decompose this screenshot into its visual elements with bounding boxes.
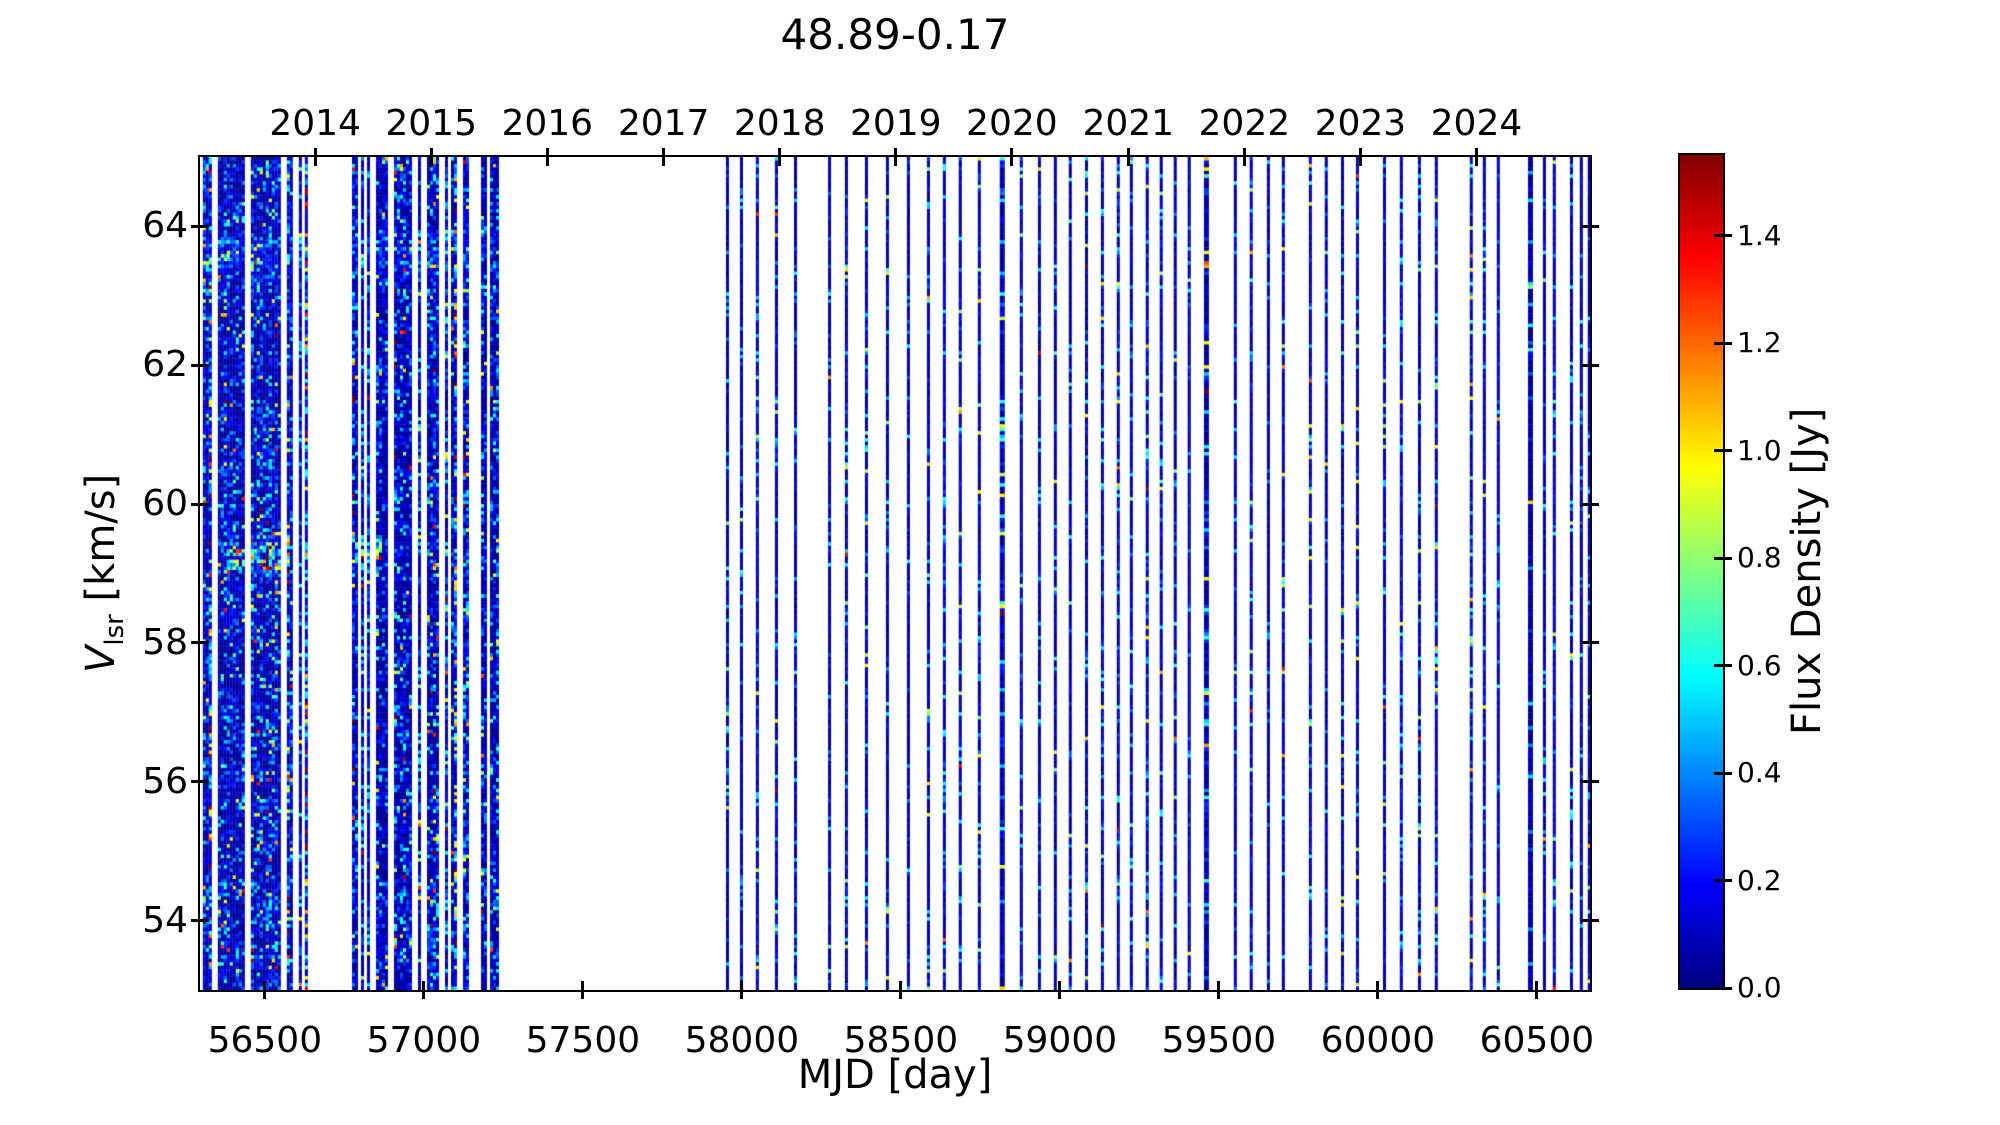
colorbar-tick-label: 1.4	[1737, 218, 1782, 252]
colorbar-tick	[1714, 556, 1732, 560]
top-tick	[1242, 148, 1246, 166]
year-tick-label: 2021	[1082, 103, 1175, 144]
top-tick	[1126, 148, 1130, 166]
colorbar-tick-label: 0.8	[1737, 541, 1782, 575]
top-tick	[1010, 148, 1014, 166]
y-tick-right	[1581, 780, 1599, 784]
y-tick-right	[1581, 919, 1599, 923]
chart-title: 48.89-0.17	[780, 10, 1010, 59]
top-tick	[778, 148, 782, 166]
colorbar-tick-label: 0.4	[1737, 756, 1782, 790]
colorbar-tick	[1714, 449, 1732, 453]
y-tick-label: 60	[142, 483, 188, 525]
x-tick-label: 57500	[525, 1020, 641, 1061]
colorbar-tick-label: 0.6	[1737, 648, 1782, 682]
top-tick	[313, 148, 317, 166]
year-tick-label: 2015	[385, 103, 477, 144]
top-tick	[662, 148, 666, 166]
y-tick-label: 58	[142, 621, 188, 663]
y-axis-label: Vlsr [km/s]	[78, 474, 130, 673]
year-tick-label: 2016	[501, 103, 594, 144]
x-tick-label: 57000	[366, 1020, 482, 1061]
x-tick	[740, 981, 744, 999]
year-tick-label: 2022	[1198, 103, 1291, 144]
year-tick-label: 2024	[1430, 103, 1523, 144]
x-tick-label: 58500	[843, 1020, 959, 1061]
colorbar-tick	[1714, 986, 1732, 990]
year-tick-label: 2020	[966, 103, 1058, 144]
x-tick	[422, 981, 426, 999]
y-tick-label: 64	[142, 205, 188, 247]
y-tick-label: 62	[142, 344, 188, 386]
y-tick-right	[1581, 224, 1599, 228]
colorbar	[1678, 153, 1725, 990]
year-tick-label: 2019	[849, 103, 942, 144]
colorbar-tick	[1714, 664, 1732, 668]
colorbar-tick-label: 0.2	[1737, 863, 1782, 897]
x-tick-label: 59000	[1002, 1020, 1118, 1061]
y-tick-right	[1581, 502, 1599, 506]
colorbar-tick-label: 1.0	[1737, 433, 1782, 467]
y-axis-unit: [km/s]	[78, 473, 124, 615]
x-tick-label: 60500	[1479, 1020, 1595, 1061]
y-axis-subscript: lsr	[100, 614, 130, 646]
colorbar-label: Flux Density [Jy]	[1784, 407, 1830, 735]
y-tick-right	[1581, 363, 1599, 367]
plot-area	[198, 155, 1592, 992]
year-tick-label: 2014	[269, 103, 361, 144]
x-tick	[1058, 981, 1062, 999]
y-tick-left	[191, 780, 209, 784]
x-tick	[1217, 981, 1221, 999]
x-tick	[1376, 981, 1380, 999]
colorbar-tick-label: 1.2	[1737, 326, 1782, 360]
top-tick	[1358, 148, 1362, 166]
year-tick-label: 2018	[733, 103, 826, 144]
x-tick	[581, 981, 585, 999]
x-tick-label: 58000	[684, 1020, 800, 1061]
x-tick-label: 60000	[1320, 1020, 1436, 1061]
colorbar-gradient	[1680, 155, 1723, 988]
year-tick-label: 2017	[617, 103, 710, 144]
colorbar-tick-label: 0.0	[1737, 971, 1782, 1004]
colorbar-tick	[1714, 234, 1732, 238]
y-tick-left	[191, 502, 209, 506]
y-tick-right	[1581, 641, 1599, 645]
top-tick	[545, 148, 549, 166]
y-tick-left	[191, 641, 209, 645]
y-tick-label: 54	[142, 899, 188, 941]
top-tick	[429, 148, 433, 166]
x-tick-label: 56500	[207, 1020, 323, 1061]
y-tick-label: 56	[142, 760, 188, 802]
x-tick	[1535, 981, 1539, 999]
year-tick-label: 2023	[1314, 103, 1407, 144]
x-axis-label: MJD [day]	[797, 1052, 993, 1098]
colorbar-tick	[1714, 341, 1732, 345]
top-tick	[1474, 148, 1478, 166]
x-tick	[263, 981, 267, 999]
top-tick	[894, 148, 898, 166]
x-tick	[899, 981, 903, 999]
y-tick-left	[191, 363, 209, 367]
x-tick-label: 59500	[1161, 1020, 1277, 1061]
y-tick-left	[191, 919, 209, 923]
colorbar-tick	[1714, 771, 1732, 775]
y-axis-symbol: V	[78, 645, 124, 673]
colorbar-tick	[1714, 879, 1732, 883]
heatmap-canvas	[200, 157, 1590, 990]
y-tick-left	[191, 224, 209, 228]
